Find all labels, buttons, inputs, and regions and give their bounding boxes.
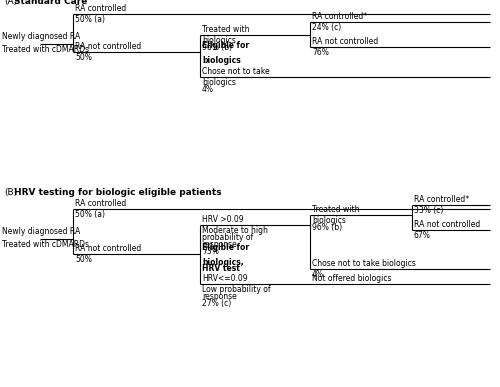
Text: Eligible for: Eligible for	[202, 243, 249, 252]
Text: 96% (b): 96% (b)	[202, 43, 232, 52]
Text: Treated with cDMARDs: Treated with cDMARDs	[2, 240, 89, 249]
Text: 73%: 73%	[202, 247, 219, 256]
Text: RA controlled*: RA controlled*	[414, 195, 469, 204]
Text: HRV<=0.09: HRV<=0.09	[202, 274, 248, 283]
Text: 50%: 50%	[75, 255, 92, 264]
Text: HRV >0.09: HRV >0.09	[202, 215, 243, 224]
Text: HRV test: HRV test	[202, 264, 240, 273]
Text: HRV testing for biologic eligible patients: HRV testing for biologic eligible patien…	[14, 188, 222, 197]
Text: RA not controlled: RA not controlled	[312, 37, 378, 46]
Text: biologics: biologics	[202, 36, 236, 45]
Text: response: response	[202, 240, 237, 249]
Text: Newly diagnosed RA: Newly diagnosed RA	[2, 32, 80, 41]
Text: 50%: 50%	[75, 53, 92, 62]
Text: 33% (c): 33% (c)	[414, 206, 444, 215]
Text: 76%: 76%	[312, 48, 329, 57]
Text: Eligible for: Eligible for	[202, 41, 249, 50]
Text: Treated with cDMARDs: Treated with cDMARDs	[2, 45, 89, 54]
Text: Chose not to take biologics: Chose not to take biologics	[312, 259, 416, 268]
Text: biologics: biologics	[202, 78, 236, 87]
Text: Treated with: Treated with	[202, 25, 250, 34]
Text: biologics: biologics	[202, 56, 241, 65]
Text: Not offered biologics: Not offered biologics	[312, 274, 392, 283]
Text: 4%: 4%	[202, 85, 214, 94]
Text: RA not controlled: RA not controlled	[414, 220, 480, 229]
Text: Chose not to take: Chose not to take	[202, 67, 270, 76]
Text: biologics,: biologics,	[202, 258, 243, 267]
Text: biologics: biologics	[312, 216, 346, 225]
Text: RA controlled*: RA controlled*	[312, 12, 367, 21]
Text: RA controlled: RA controlled	[75, 4, 126, 13]
Text: Newly diagnosed RA: Newly diagnosed RA	[2, 227, 80, 236]
Text: response: response	[202, 292, 237, 301]
Text: RA not controlled: RA not controlled	[75, 244, 142, 253]
Text: 27% (c): 27% (c)	[202, 299, 231, 308]
Text: RA not controlled: RA not controlled	[75, 42, 142, 51]
Text: (B): (B)	[4, 188, 17, 197]
Text: 50% (a): 50% (a)	[75, 15, 105, 24]
Text: 96% (b): 96% (b)	[312, 223, 342, 232]
Text: Standard Care: Standard Care	[14, 0, 88, 6]
Text: RA controlled: RA controlled	[75, 199, 126, 208]
Text: 4%: 4%	[312, 270, 324, 279]
Text: Treated with: Treated with	[312, 205, 360, 214]
Text: Moderate to high: Moderate to high	[202, 226, 268, 235]
Text: Low probability of: Low probability of	[202, 285, 270, 294]
Text: 67%: 67%	[414, 231, 431, 240]
Text: (A): (A)	[4, 0, 17, 6]
Text: 50% (a): 50% (a)	[75, 210, 105, 219]
Text: 24% (c): 24% (c)	[312, 23, 341, 32]
Text: probability of: probability of	[202, 233, 254, 242]
